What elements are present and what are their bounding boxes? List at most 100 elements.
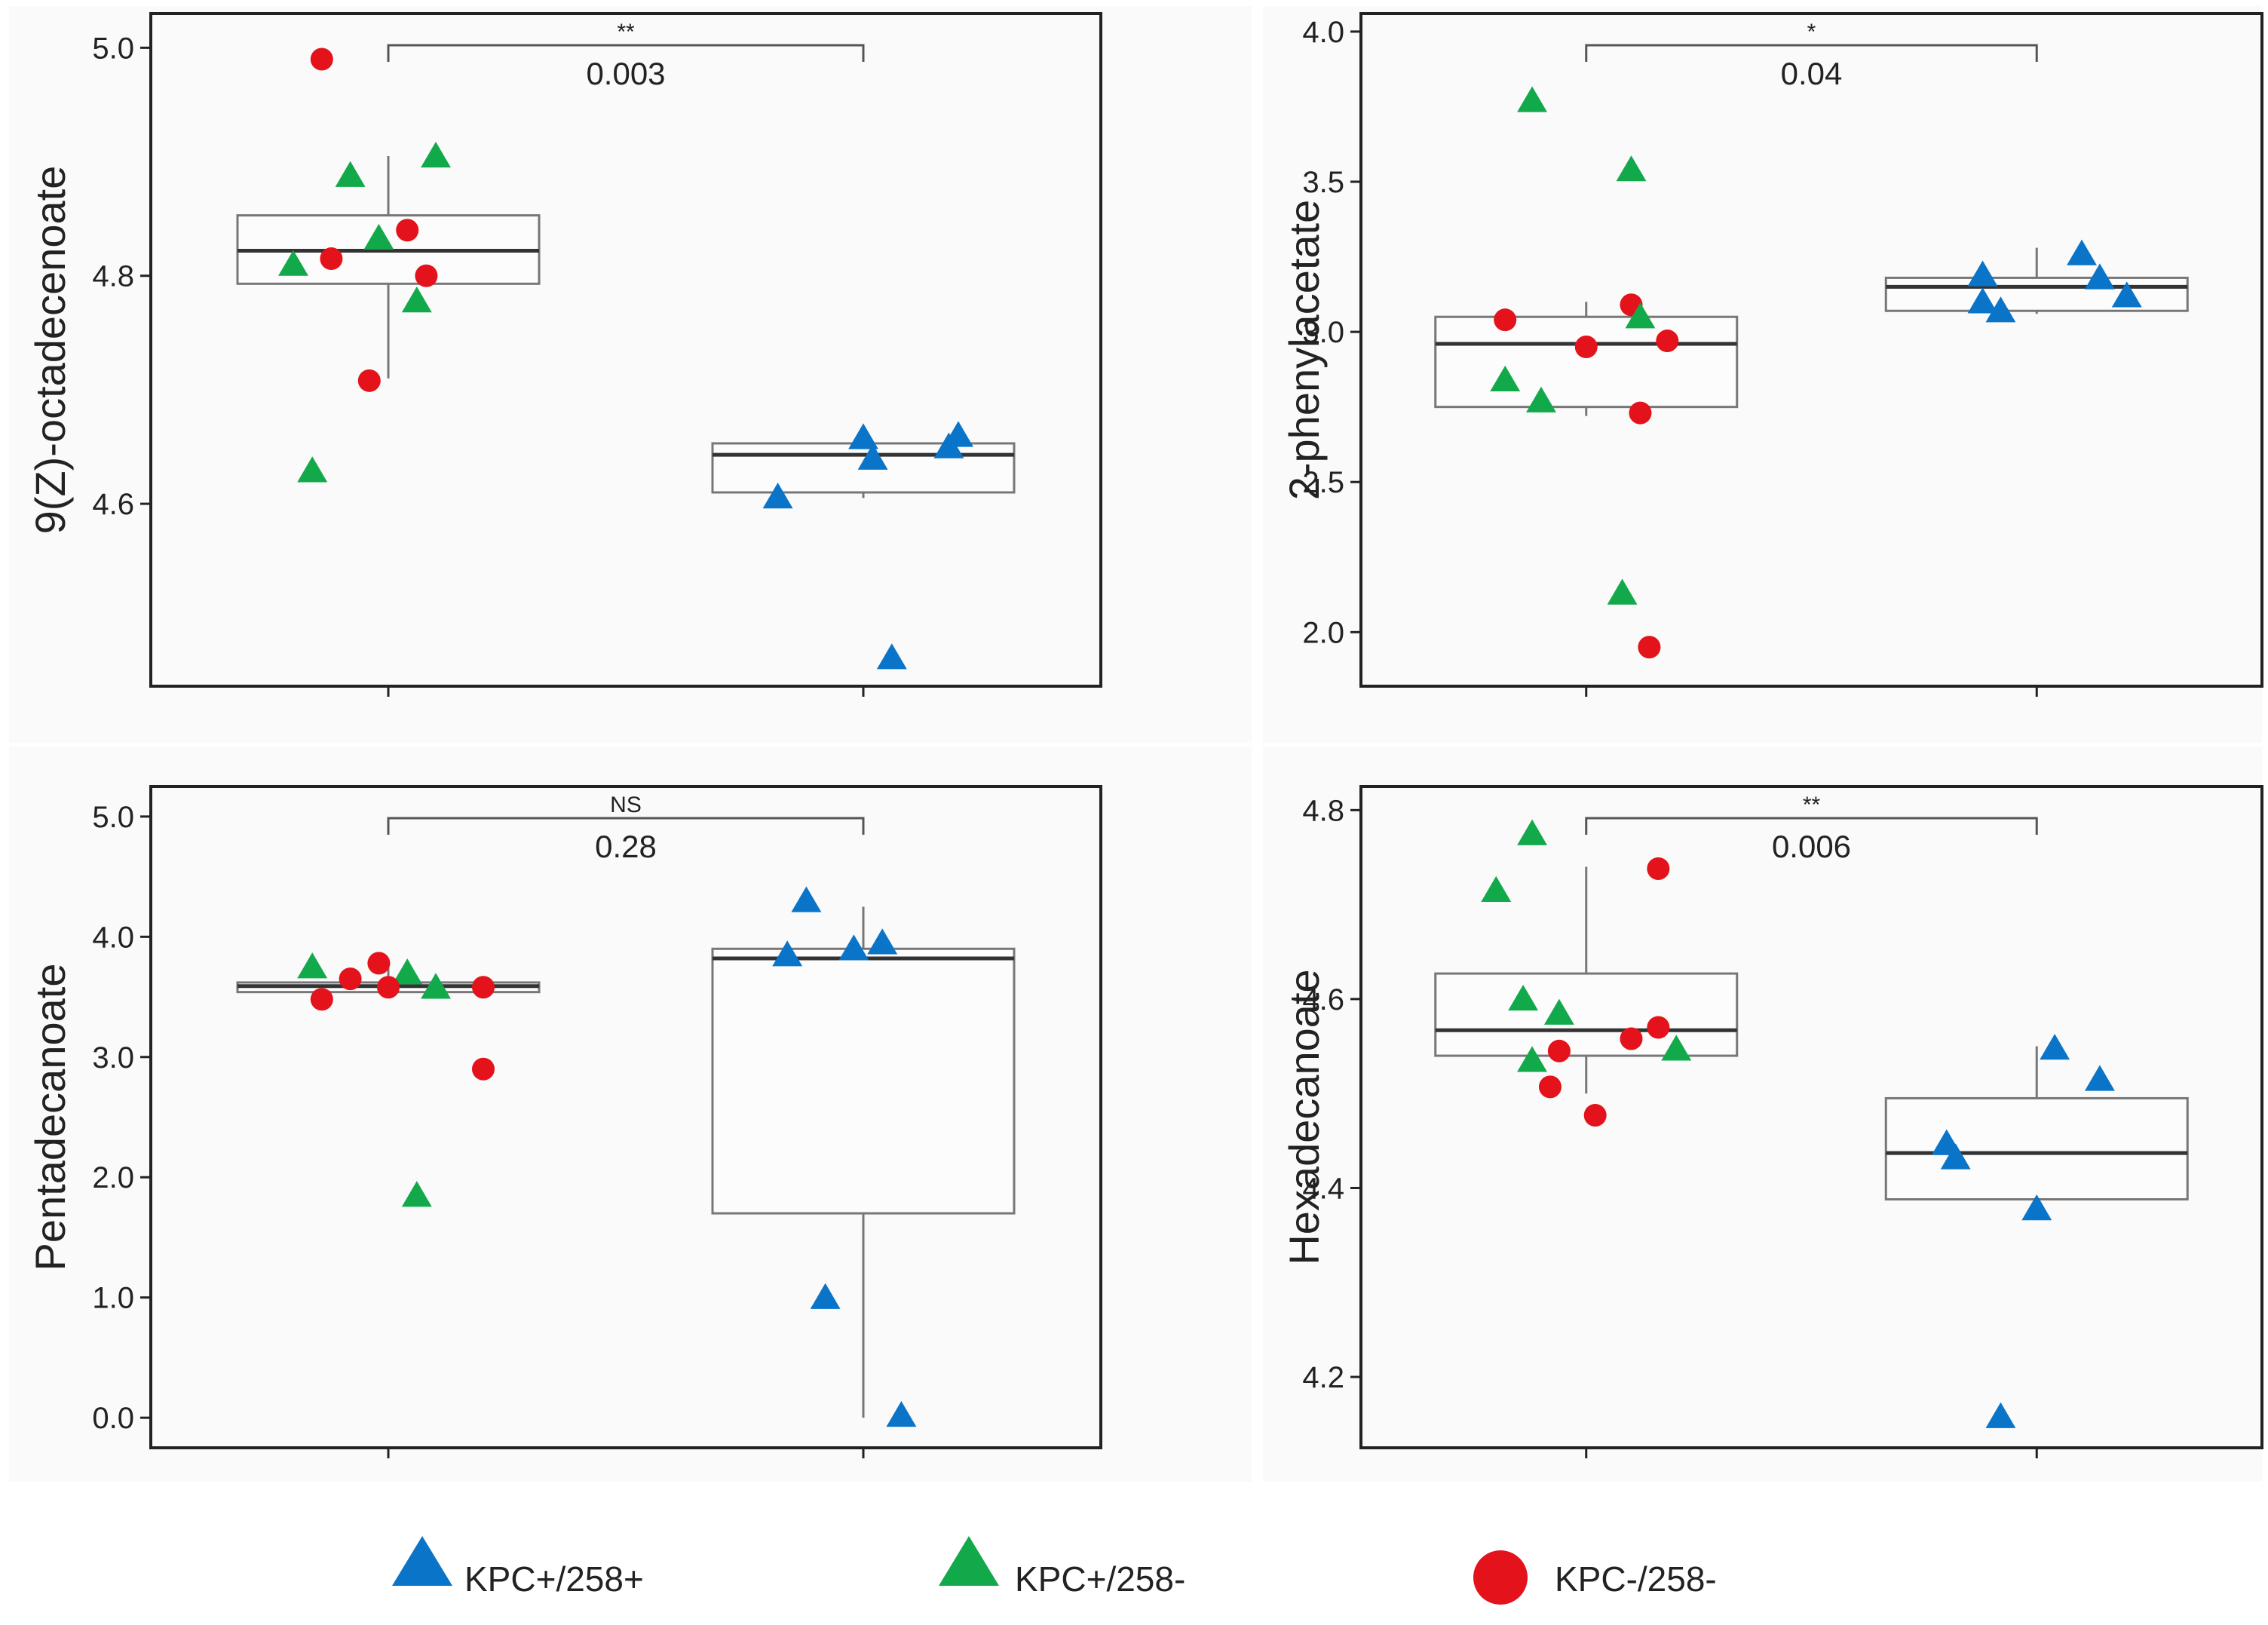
- data-point-circle: [472, 1057, 495, 1081]
- data-point-triangle: [886, 1400, 917, 1427]
- y-tick-label: 3.0: [1302, 316, 1344, 349]
- data-point-circle: [339, 967, 362, 991]
- data-point-triangle: [933, 432, 964, 458]
- data-point-triangle: [1517, 1046, 1547, 1072]
- panel-background: [1263, 747, 2262, 1482]
- panel-background: [1263, 6, 2262, 743]
- y-tick-label: 4.2: [1302, 1361, 1344, 1394]
- data-point-triangle: [363, 223, 394, 250]
- y-tick-label: 5.0: [92, 32, 134, 65]
- box-group-2: [711, 947, 1016, 1215]
- y-tick-label: 4.6: [1302, 983, 1344, 1016]
- data-point-circle: [367, 952, 391, 975]
- data-point-triangle: [421, 141, 451, 168]
- y-tick-label: 4.6: [92, 488, 134, 521]
- legend-triangle-green-marker: [939, 1536, 999, 1586]
- data-point-circle: [415, 264, 438, 287]
- data-point-circle: [1647, 1016, 1670, 1039]
- p-value-label: 0.04: [1781, 56, 1843, 91]
- significance-bracket: [387, 817, 865, 835]
- data-point-circle: [310, 988, 333, 1011]
- data-point-triangle: [762, 483, 793, 509]
- data-point-triangle: [401, 286, 432, 313]
- panel-background: [9, 6, 1252, 743]
- y-tick-label: 2.5: [1302, 466, 1344, 499]
- panel-2-phenylacetate: 2.0 2.5 3.0 3.5 4.0 2-phenylacetate * 0.04: [1263, 6, 2263, 743]
- y-tick-label: 4.0: [92, 921, 134, 954]
- data-point-triangle: [1625, 302, 1656, 329]
- data-point-triangle: [2111, 281, 2142, 308]
- data-point-triangle: [278, 250, 308, 276]
- data-point-circle: [310, 48, 333, 71]
- plot-frame: [1359, 785, 2263, 1449]
- data-point-triangle: [1517, 86, 1547, 112]
- box-group-1: [1434, 315, 1739, 409]
- data-point-circle: [1547, 1039, 1571, 1062]
- plot-frame: [149, 12, 1102, 688]
- y-tick-label: 4.4: [1302, 1172, 1344, 1205]
- data-point-triangle: [401, 1181, 432, 1207]
- data-point-triangle: [1940, 1143, 1971, 1170]
- box-group-1: [1434, 972, 1739, 1057]
- data-point-triangle: [1490, 365, 1521, 392]
- plot-frame: [1359, 12, 2263, 688]
- significance-bracket: [1585, 44, 2038, 62]
- legend-label-kpc-pos-258-pos: KPC+/258+: [464, 1559, 644, 1599]
- y-tick-label: 2.0: [1302, 616, 1344, 649]
- data-point-triangle: [1985, 296, 2016, 323]
- significance-bracket: [387, 44, 865, 62]
- data-point-triangle: [838, 934, 869, 961]
- y-tick-label: 2.0: [92, 1161, 134, 1194]
- y-axis-title: Hexadecanoate: [1280, 969, 1328, 1265]
- data-point-triangle: [1508, 984, 1539, 1011]
- y-tick-label: 0.0: [92, 1402, 134, 1435]
- data-point-triangle: [421, 973, 451, 999]
- data-point-circle: [1647, 857, 1670, 880]
- data-point-triangle: [392, 958, 423, 985]
- data-point-triangle: [810, 1283, 841, 1309]
- panel-9z-octadecenoate: 4.6 4.8 5.0 9(Z)-octadecenoate ** 0.003: [9, 6, 1252, 743]
- legend: KPC+/258+ KPC+/258- KPC-/258-: [392, 1536, 1717, 1605]
- significance-label: **: [617, 20, 635, 44]
- data-point-circle: [1629, 401, 1652, 425]
- legend-label-kpc-pos-258-neg: KPC+/258-: [1015, 1559, 1185, 1599]
- y-tick-label: 3.5: [1302, 166, 1344, 199]
- p-value-label: 0.006: [1772, 829, 1851, 864]
- data-point-triangle: [791, 886, 822, 912]
- p-value-label: 0.28: [595, 829, 657, 864]
- data-point-circle: [320, 247, 343, 271]
- data-point-triangle: [1543, 998, 1574, 1025]
- data-point-triangle: [1616, 155, 1647, 182]
- data-point-triangle: [2084, 263, 2115, 290]
- y-tick-label: 4.8: [1302, 794, 1344, 827]
- data-point-triangle: [1661, 1035, 1692, 1061]
- data-point-triangle: [1985, 1402, 2016, 1428]
- legend-label-kpc-neg-258-neg: KPC-/258-: [1555, 1559, 1717, 1599]
- data-point-triangle: [2067, 239, 2097, 265]
- y-axis-title: Pentadecanoate: [26, 964, 74, 1271]
- significance-label: *: [1807, 20, 1816, 44]
- data-point-circle: [1574, 336, 1598, 359]
- significance-bracket: [1585, 817, 2038, 835]
- box-group-2: [1884, 276, 2189, 312]
- legend-circle-red-marker: [1473, 1550, 1528, 1605]
- y-axis-title: 9(Z)-octadecenoate: [26, 166, 74, 535]
- data-point-triangle: [848, 423, 878, 449]
- data-point-triangle: [1517, 819, 1547, 845]
- data-point-circle: [1538, 1075, 1562, 1099]
- data-point-triangle: [876, 643, 907, 670]
- data-point-triangle: [867, 928, 898, 955]
- y-tick-label: 4.8: [92, 260, 134, 293]
- y-tick-label: 3.0: [92, 1041, 134, 1075]
- panel-hexadecanoate: 4.2 4.4 4.6 4.8 Hexadecanoate ** 0.006: [1263, 747, 2263, 1482]
- data-point-triangle: [297, 952, 328, 979]
- data-point-circle: [1583, 1103, 1607, 1127]
- plot-frame: [149, 785, 1102, 1449]
- data-point-circle: [1620, 1027, 1643, 1050]
- y-tick-label: 1.0: [92, 1282, 134, 1315]
- data-point-circle: [396, 219, 419, 242]
- panel-background: [9, 747, 1252, 1482]
- data-point-circle: [472, 976, 495, 999]
- panel-pentadecanoate: 0.0 1.0 2.0 3.0 4.0 5.0 Pentadecanoate NS 0.28: [9, 747, 1252, 1482]
- data-point-triangle: [2084, 1065, 2115, 1091]
